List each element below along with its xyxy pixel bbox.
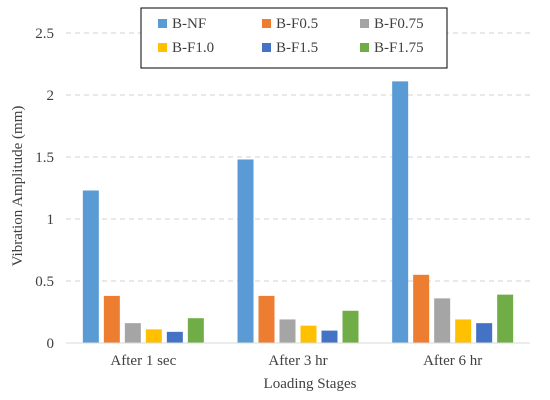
legend-label: B-F1.75 [374, 40, 424, 56]
y-tick-label: 1.5 [35, 150, 54, 166]
y-tick-label: 0 [47, 336, 55, 352]
bar-b-nf-1 [82, 190, 99, 343]
legend-swatch [262, 19, 271, 28]
y-tick-label: 1 [47, 212, 55, 228]
legend-swatch [262, 43, 271, 52]
x-tick-label: After 1 sec [110, 353, 176, 369]
legend-label: B-F0.5 [276, 16, 318, 32]
x-tick-label: After 6 hr [423, 353, 482, 369]
bar-b-f0-5-3 [413, 274, 430, 343]
legend-label: B-NF [172, 16, 206, 32]
y-tick-label: 2.5 [35, 26, 54, 42]
bar-b-f0-75-2 [279, 319, 296, 343]
bar-b-f1-75-1 [187, 318, 204, 343]
x-axis-label: Loading Stages [264, 376, 357, 392]
bar-b-f0-5-2 [258, 295, 275, 343]
bar-b-f1-75-3 [497, 294, 514, 343]
bar-b-f1-0-3 [455, 319, 472, 343]
y-axis-ticks: 0 0.5 1 1.5 2 2.5 [35, 26, 54, 352]
x-axis-ticks: After 1 sec After 3 hr After 6 hr [110, 353, 482, 369]
bar-b-f1-5-1 [166, 331, 183, 343]
bar-b-f1-0-2 [300, 325, 317, 343]
legend-swatch [360, 19, 369, 28]
bar-b-f0-5-1 [103, 295, 120, 343]
bar-b-nf-3 [392, 81, 409, 344]
bar-b-f0-75-3 [434, 298, 451, 343]
x-tick-label: After 3 hr [268, 353, 327, 369]
legend-swatch [158, 19, 167, 28]
bar-b-f1-75-2 [342, 310, 359, 343]
grid-lines [66, 32, 530, 282]
legend-label: B-F1.5 [276, 40, 318, 56]
bars [82, 81, 514, 344]
bar-b-nf-2 [237, 159, 254, 343]
legend-swatch [360, 43, 369, 52]
legend: B-NF B-F0.5 B-F0.75 B-F1.0 B-F1.5 B-F1.75 [140, 7, 448, 69]
legend-box [140, 7, 448, 69]
legend-swatch [158, 43, 167, 52]
bar-b-f1-0-1 [145, 329, 162, 343]
legend-label: B-F0.75 [374, 16, 424, 32]
bar-b-f1-5-3 [476, 323, 493, 343]
bar-b-f0-75-1 [124, 323, 141, 343]
legend-label: B-F1.0 [172, 40, 214, 56]
y-axis-label: Vibration Amplitude (mm) [10, 106, 26, 267]
bar-b-f1-5-2 [321, 330, 338, 343]
y-tick-label: 2 [47, 88, 55, 104]
y-tick-label: 0.5 [35, 274, 54, 290]
